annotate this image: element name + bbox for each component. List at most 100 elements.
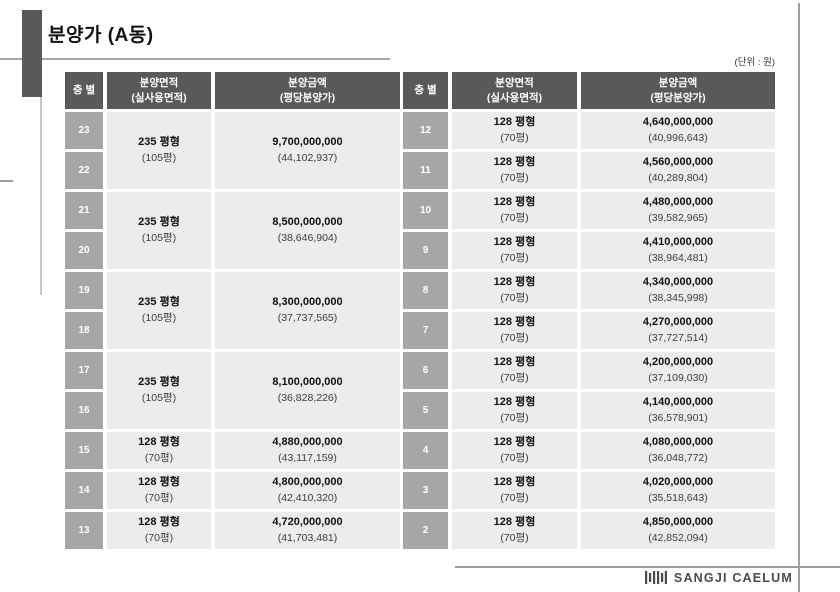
header-area-line1: 분양면적 — [139, 77, 179, 90]
area-cell: 128 평형 (70평) — [452, 512, 577, 549]
price-main-value: 4,200,000,000 — [642, 356, 714, 369]
area-main-value: 128 평형 — [493, 236, 536, 249]
building-bars-icon — [644, 571, 667, 584]
area-cell: 235 평형 (105평) — [107, 112, 211, 189]
area-sub-value: (105평) — [141, 391, 177, 404]
area-main-value: 128 평형 — [138, 516, 180, 529]
header-area-line2: (실사용면적) — [486, 91, 543, 104]
header-area: 분양면적 (실사용면적) — [452, 72, 577, 109]
price-main-value: 4,880,000,000 — [272, 436, 343, 449]
footer-rule — [455, 566, 840, 568]
price-cell: 4,140,000,000 (36,578,901) — [581, 392, 775, 429]
price-cell: 4,560,000,000 (40,289,804) — [581, 152, 775, 189]
area-main-value: 235 평형 — [138, 216, 180, 229]
floor-cell: 10 — [403, 192, 448, 229]
area-main-value: 235 평형 — [138, 296, 180, 309]
price-sub-value: (37,737,565) — [277, 311, 338, 324]
price-main-value: 4,560,000,000 — [642, 156, 714, 169]
table-row-group: 21 20 235 평형 (105평) 8,500,000,000 (38,646,904… — [65, 192, 400, 269]
area-main-value: 128 평형 — [493, 156, 536, 169]
floor-cell: 18 — [65, 312, 103, 349]
floor-column: 2 — [403, 512, 448, 549]
floor-cell: 17 — [65, 352, 103, 389]
floor-column: 9 — [403, 232, 448, 269]
price-main-value: 4,800,000,000 — [272, 476, 343, 489]
price-main-value: 4,480,000,000 — [642, 196, 714, 209]
floor-cell: 14 — [65, 472, 103, 509]
header-price-line1: 분양금액 — [658, 77, 698, 90]
area-sub-value: (70평) — [500, 131, 529, 144]
area-sub-value: (70평) — [144, 451, 174, 464]
price-cell: 4,270,000,000 (37,727,514) — [581, 312, 775, 349]
floor-cell: 23 — [65, 112, 103, 149]
price-cell: 8,500,000,000 (38,646,904) — [215, 192, 400, 269]
table-row-group: 2 128 평형 (70평) 4,850,000,000 (42,852,094) — [403, 512, 775, 549]
header-price: 분양금액 (평당분양가) — [581, 72, 775, 109]
area-sub-value: (70평) — [144, 531, 174, 544]
floor-cell: 7 — [403, 312, 448, 349]
area-sub-value: (70평) — [500, 371, 529, 384]
floor-column: 5 — [403, 392, 448, 429]
area-sub-value: (105평) — [141, 231, 177, 244]
area-main-value: 128 평형 — [493, 276, 536, 289]
left-edge-tick — [0, 180, 13, 182]
price-sub-value: (37,109,030) — [648, 371, 708, 384]
area-cell: 128 평형 (70평) — [452, 272, 577, 309]
price-main-value: 4,020,000,000 — [642, 476, 714, 489]
floor-cell: 11 — [403, 152, 448, 189]
floor-cell: 8 — [403, 272, 448, 309]
floor-column: 7 — [403, 312, 448, 349]
price-cell: 4,200,000,000 (37,109,030) — [581, 352, 775, 389]
area-sub-value: (105평) — [141, 311, 177, 324]
floor-column: 11 — [403, 152, 448, 189]
price-sub-value: (42,410,320) — [277, 491, 338, 504]
accent-bar — [22, 10, 42, 97]
header-area: 분양면적 (실사용면적) — [107, 72, 211, 109]
area-cell: 235 평형 (105평) — [107, 192, 211, 269]
floor-cell: 13 — [65, 512, 103, 549]
floor-cell: 3 — [403, 472, 448, 509]
area-sub-value: (70평) — [500, 411, 529, 424]
table-row-group: 14 128 평형 (70평) 4,800,000,000 (42,410,320) — [65, 472, 400, 509]
price-cell: 4,880,000,000 (43,117,159) — [215, 432, 400, 469]
price-main-value: 8,300,000,000 — [272, 296, 343, 309]
price-main-value: 8,500,000,000 — [272, 216, 343, 229]
right-vertical-line — [798, 3, 800, 592]
area-sub-value: (105평) — [141, 151, 177, 164]
price-sub-value: (44,102,937) — [277, 151, 338, 164]
table-row-group: 8 128 평형 (70평) 4,340,000,000 (38,345,998) — [403, 272, 775, 309]
price-cell: 4,410,000,000 (38,964,481) — [581, 232, 775, 269]
page-title: 분양가 (A동) — [48, 25, 154, 46]
price-sub-value: (37,727,514) — [648, 331, 708, 344]
price-main-value: 4,850,000,000 — [642, 516, 714, 529]
table-row-group: 17 16 235 평형 (105평) 8,100,000,000 (36,828,226… — [65, 352, 400, 429]
area-main-value: 128 평형 — [493, 196, 536, 209]
floor-column: 12 — [403, 112, 448, 149]
header-price-line2: (평당분양가) — [279, 91, 336, 104]
floor-cell: 20 — [65, 232, 103, 269]
price-cell: 4,720,000,000 (41,703,481) — [215, 512, 400, 549]
floor-column: 19 18 — [65, 272, 103, 349]
area-cell: 128 평형 (70평) — [452, 352, 577, 389]
area-cell: 128 평형 (70평) — [107, 512, 211, 549]
floor-column: 14 — [65, 472, 103, 509]
floor-cell: 21 — [65, 192, 103, 229]
title-underline — [0, 58, 390, 60]
header-floor-label: 층 별 — [72, 84, 96, 97]
area-cell: 128 평형 (70평) — [452, 192, 577, 229]
floor-cell: 4 — [403, 432, 448, 469]
floor-column: 6 — [403, 352, 448, 389]
area-cell: 128 평형 (70평) — [452, 112, 577, 149]
area-cell: 128 평형 (70평) — [107, 472, 211, 509]
table-row-group: 7 128 평형 (70평) 4,270,000,000 (37,727,514) — [403, 312, 775, 349]
header-floor: 층 별 — [403, 72, 448, 109]
price-sub-value: (42,852,094) — [648, 531, 708, 544]
area-sub-value: (70평) — [500, 171, 529, 184]
price-cell: 4,800,000,000 (42,410,320) — [215, 472, 400, 509]
floor-column: 3 — [403, 472, 448, 509]
price-sub-value: (36,578,901) — [648, 411, 708, 424]
area-cell: 128 평형 (70평) — [107, 432, 211, 469]
price-sub-value: (40,289,804) — [648, 171, 708, 184]
price-sub-value: (35,518,643) — [648, 491, 708, 504]
